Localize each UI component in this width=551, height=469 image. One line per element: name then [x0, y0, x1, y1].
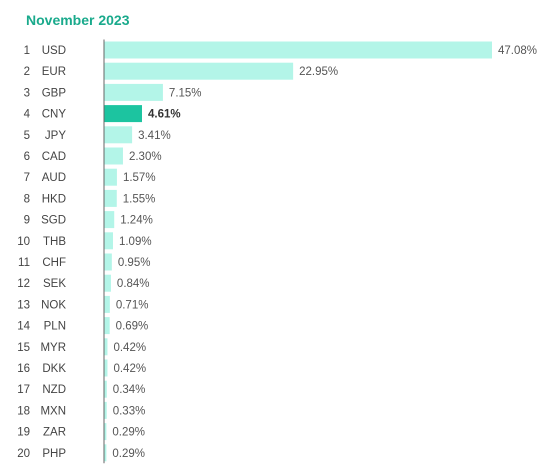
bar [104, 147, 123, 165]
value-label: 0.71% [116, 299, 149, 311]
category-label: CAD [42, 151, 66, 163]
bar [104, 211, 115, 229]
rank-label: 10 [17, 236, 30, 248]
bar [104, 189, 117, 207]
rank-label: 17 [17, 384, 30, 396]
rank-label: 13 [17, 299, 30, 311]
category-label: JPY [45, 130, 66, 142]
bar [104, 126, 133, 144]
value-label: 3.41% [138, 130, 171, 142]
category-label: CHF [42, 257, 66, 269]
value-label: 0.29% [112, 427, 145, 439]
category-label: DKK [42, 363, 66, 375]
category-label: CNY [42, 109, 67, 121]
value-label: 47.08% [498, 45, 537, 57]
value-label: 0.69% [116, 321, 149, 333]
bar [104, 380, 107, 398]
category-label: MYR [40, 342, 66, 354]
bar [104, 83, 163, 101]
value-label: 0.84% [117, 278, 150, 290]
rank-label: 18 [17, 405, 30, 417]
category-label: SGD [41, 215, 66, 227]
value-label: 1.55% [123, 193, 156, 205]
rank-label: 20 [17, 448, 30, 460]
value-label: 0.33% [113, 405, 146, 417]
value-label: 1.09% [119, 236, 152, 248]
rank-label: 7 [24, 172, 30, 184]
category-label: NZD [42, 384, 66, 396]
bar [104, 168, 117, 186]
bar [104, 359, 108, 377]
rank-label: 16 [17, 363, 30, 375]
rank-label: 8 [24, 193, 30, 205]
bar [104, 105, 142, 123]
chart-title: November 2023 [26, 12, 130, 28]
category-label: ZAR [43, 427, 66, 439]
rank-label: 11 [18, 257, 30, 269]
value-label: 7.15% [169, 87, 202, 99]
rank-label: 5 [24, 130, 30, 142]
category-label: THB [43, 236, 66, 248]
bar [104, 295, 110, 313]
value-label: 1.24% [120, 215, 153, 227]
value-label: 0.95% [118, 257, 151, 269]
category-label: PLN [44, 321, 66, 333]
rank-label: 12 [17, 278, 30, 290]
bar [104, 274, 111, 292]
value-label: 4.61% [148, 109, 181, 121]
rank-label: 3 [24, 87, 30, 99]
category-label: AUD [42, 172, 66, 184]
rank-label: 14 [17, 321, 30, 333]
value-label: 0.34% [113, 384, 146, 396]
rank-label: 1 [24, 45, 30, 57]
bar [104, 41, 492, 59]
bar [104, 401, 107, 419]
category-label: MXN [40, 405, 66, 417]
category-label: GBP [42, 87, 67, 99]
value-label: 2.30% [129, 151, 162, 163]
rank-label: 4 [24, 109, 31, 121]
bar [104, 253, 112, 271]
value-label: 0.42% [113, 342, 146, 354]
value-label: 1.57% [123, 172, 156, 184]
value-label: 0.29% [112, 448, 145, 460]
rank-label: 9 [24, 215, 30, 227]
bar [104, 338, 108, 356]
value-label: 22.95% [299, 66, 338, 78]
bar [104, 232, 113, 250]
category-label: USD [42, 45, 66, 57]
category-label: HKD [42, 193, 66, 205]
value-label: 0.42% [113, 363, 146, 375]
category-label: EUR [42, 66, 66, 78]
bar [104, 317, 110, 335]
rank-label: 6 [24, 151, 30, 163]
category-label: NOK [41, 299, 66, 311]
rank-label: 2 [24, 66, 30, 78]
rank-label: 15 [17, 342, 30, 354]
category-label: SEK [43, 278, 66, 290]
bar [104, 423, 107, 441]
bar [104, 62, 294, 80]
bar [104, 444, 107, 462]
category-label: PHP [42, 448, 66, 460]
rank-label: 19 [17, 427, 30, 439]
